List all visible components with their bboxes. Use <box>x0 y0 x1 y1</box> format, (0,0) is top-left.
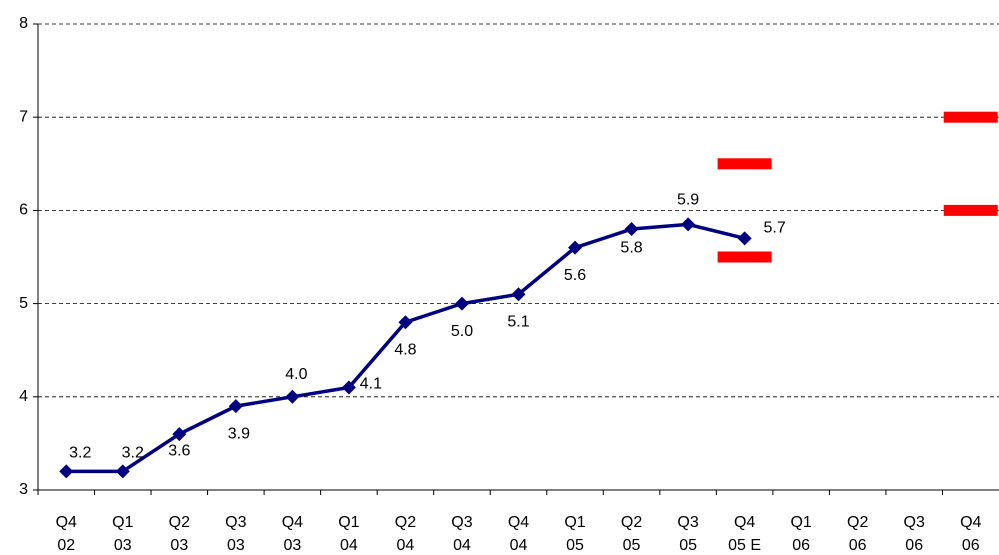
data-label: 3.2 <box>69 445 91 462</box>
x-tick-label: Q3 <box>225 514 246 531</box>
x-tick-label: 05 <box>566 537 584 554</box>
x-tick-label: Q1 <box>564 514 585 531</box>
range-marker <box>717 158 772 170</box>
x-tick-label: Q1 <box>112 514 133 531</box>
x-tick-label: 05 <box>679 537 697 554</box>
x-tick-label: 06 <box>962 537 980 554</box>
x-tick-label: 04 <box>340 537 358 554</box>
data-label: 5.8 <box>620 239 642 256</box>
range-marker <box>717 251 772 263</box>
data-label: 5.9 <box>677 192 699 209</box>
y-tick-label: 7 <box>19 108 28 125</box>
x-tick-label: Q2 <box>169 514 190 531</box>
x-tick-label: 05 <box>623 537 641 554</box>
x-tick-label: 03 <box>170 537 188 554</box>
data-point <box>568 240 583 255</box>
data-point <box>398 315 413 330</box>
data-label: 4.0 <box>285 366 307 383</box>
x-tick-label: Q1 <box>338 514 359 531</box>
x-tick-label: Q2 <box>395 514 416 531</box>
data-point <box>341 380 356 395</box>
y-tick-label: 3 <box>19 481 28 498</box>
x-tick-label: Q4 <box>508 514 529 531</box>
data-label: 5.1 <box>507 313 529 330</box>
data-label: 3.6 <box>168 442 190 459</box>
data-point <box>737 231 752 246</box>
x-tick-label: Q2 <box>621 514 642 531</box>
x-tick-label: 03 <box>283 537 301 554</box>
y-tick-label: 6 <box>19 202 28 219</box>
range-marker <box>943 204 998 216</box>
data-label: 5.6 <box>564 267 586 284</box>
y-tick-label: 5 <box>19 295 28 312</box>
x-tick-label: 02 <box>57 537 75 554</box>
x-tick-label: 06 <box>792 537 810 554</box>
data-point <box>285 389 300 404</box>
data-label: 4.1 <box>360 376 382 393</box>
y-tick-label: 8 <box>19 15 28 32</box>
data-label: 4.8 <box>394 341 416 358</box>
x-tick-label: 05 E <box>728 537 761 554</box>
x-tick-label: 04 <box>397 537 415 554</box>
x-tick-label: 03 <box>114 537 132 554</box>
x-tick-label: Q1 <box>790 514 811 531</box>
data-point <box>511 287 526 302</box>
data-point <box>624 222 639 237</box>
data-point <box>228 399 243 414</box>
x-tick-label: Q4 <box>734 514 755 531</box>
x-tick-label: 06 <box>905 537 923 554</box>
y-tick-label: 4 <box>19 388 28 405</box>
data-point <box>59 464 74 479</box>
x-tick-label: 03 <box>227 537 245 554</box>
x-tick-label: Q3 <box>677 514 698 531</box>
data-label: 5.7 <box>763 220 785 237</box>
data-point <box>454 296 469 311</box>
data-label: 5.0 <box>451 323 473 340</box>
data-point <box>172 427 187 442</box>
x-tick-label: 04 <box>453 537 471 554</box>
data-label: 3.2 <box>122 445 144 462</box>
x-tick-label: Q4 <box>56 514 77 531</box>
data-label: 3.9 <box>228 425 250 442</box>
x-tick-label: Q3 <box>904 514 925 531</box>
x-tick-label: Q2 <box>847 514 868 531</box>
x-tick-label: Q4 <box>282 514 303 531</box>
x-tick-label: Q3 <box>451 514 472 531</box>
range-marker <box>943 111 998 123</box>
data-point <box>115 464 130 479</box>
data-point <box>681 217 696 232</box>
x-tick-label: 06 <box>849 537 867 554</box>
x-tick-label: Q4 <box>960 514 981 531</box>
x-tick-label: 04 <box>510 537 528 554</box>
